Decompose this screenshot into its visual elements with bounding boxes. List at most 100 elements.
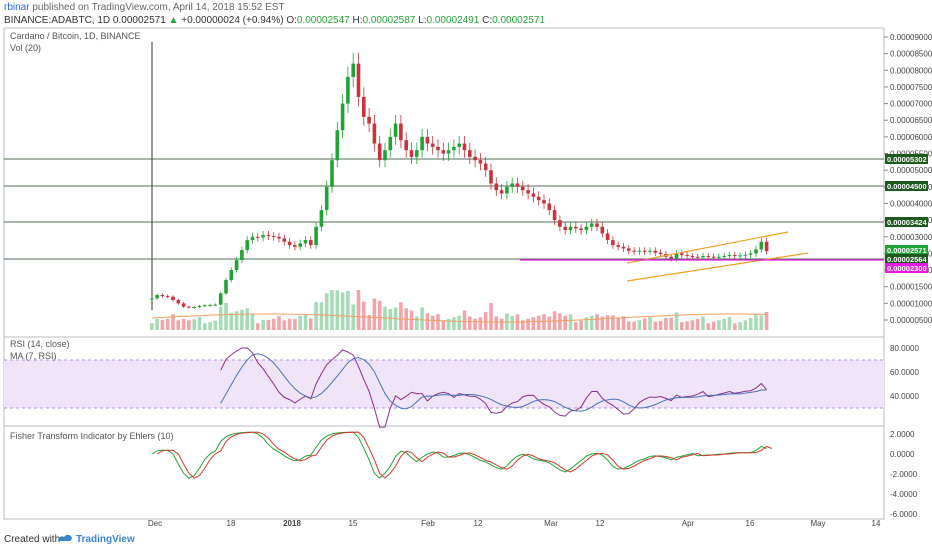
volume-bar [208, 322, 212, 330]
volume-bar [743, 320, 748, 330]
chart-canvas[interactable]: 0.00009000 0.00008500 0.00008000 0.00007500… [0, 0, 932, 528]
candle-body [680, 253, 684, 256]
candle-body [324, 186, 329, 211]
channel-upper-trendline[interactable] [626, 231, 789, 264]
price-tick-label: 0.00007000 [890, 100, 932, 109]
volume-bar [627, 321, 631, 330]
volume-bar [452, 317, 456, 330]
candle-body [653, 250, 658, 253]
candle-body [271, 236, 276, 238]
candle-body [632, 250, 636, 252]
volume-bar [738, 322, 742, 330]
volume-bar [293, 319, 297, 330]
candle-body [748, 253, 753, 255]
candle-body [674, 253, 679, 259]
candle-body [722, 256, 726, 258]
candle-body [224, 280, 228, 294]
time-axis-labels: Dec 18 2018 15 Feb 12 Mar 12 Apr 16 May 14 [148, 519, 881, 528]
volume-bar [346, 291, 350, 330]
candle-body [690, 256, 695, 258]
time-axis-label: 15 [349, 519, 358, 528]
candle-body [430, 143, 435, 147]
candle-body [526, 190, 530, 194]
volume-bar [330, 290, 334, 330]
candle-body [473, 156, 477, 161]
candle-body [181, 303, 186, 307]
volume-bar [547, 316, 552, 330]
volume-bar [727, 316, 732, 330]
price-tick-label: 0.00004000 [890, 199, 932, 208]
candle-body [425, 136, 430, 144]
channel-lower-trendline[interactable] [626, 252, 809, 282]
volume-bar [701, 316, 705, 330]
candle-body [303, 240, 308, 244]
volume-bar [674, 312, 679, 330]
candle-body [277, 236, 281, 239]
candle-body [409, 150, 414, 157]
volume-bar [309, 318, 313, 330]
volume-bar [536, 315, 541, 330]
volume-bar [319, 302, 324, 330]
volume-bar [261, 319, 265, 330]
published-text: published on TradingView.com, April 14, … [32, 2, 285, 13]
volume-bar [499, 318, 504, 330]
candle-body [319, 210, 324, 227]
price-tick-label: 0.00003000 [890, 233, 932, 242]
candle-body [420, 136, 424, 151]
publish-info: rbinar published on TradingView.com, Apr… [4, 2, 285, 13]
low-label: L: [418, 15, 427, 26]
created-with-text: Created with [4, 534, 61, 545]
candle-body [568, 226, 573, 231]
fisher-tick-label: -6.0000 [890, 510, 918, 519]
candle-body [187, 306, 191, 308]
volume-bar [616, 317, 620, 330]
volume-bar [595, 314, 599, 330]
fisher-tick-label: 2.0000 [890, 430, 915, 439]
volume-bar [542, 314, 546, 330]
candle-body [478, 160, 483, 164]
price-tick-label: 0.00007500 [890, 83, 932, 92]
volume-bar [171, 314, 175, 330]
candle-body [695, 256, 700, 258]
volume-bar [425, 313, 430, 330]
candle-body [393, 123, 398, 137]
volume-bar [563, 315, 567, 330]
volume-bar [457, 315, 461, 330]
volume-bar [303, 314, 308, 330]
candle-body [218, 293, 223, 305]
volume-bar [494, 316, 499, 330]
volume-bar [351, 304, 355, 330]
volume-bar [150, 323, 154, 330]
volume-bar [192, 319, 196, 330]
candle-body [335, 130, 340, 161]
candle-body [468, 150, 472, 157]
volume-bars [150, 290, 769, 330]
candle-body [754, 249, 758, 254]
candle-body [658, 252, 663, 255]
candle-body [176, 300, 181, 304]
volume-bar [531, 317, 536, 330]
volume-bar [521, 320, 525, 330]
footer: Created with TradingView [0, 528, 932, 550]
candle-body [399, 123, 403, 141]
volume-bar [483, 312, 488, 330]
price-tick-label: 0.00005000 [890, 166, 932, 175]
volume-bar [489, 303, 493, 330]
volume-bar [420, 307, 424, 330]
volume-bar [669, 317, 673, 330]
volume-bar [621, 316, 626, 330]
candle-body [330, 160, 334, 187]
volume-bar [510, 315, 514, 330]
candle-body [160, 295, 165, 297]
volume-bar [372, 298, 377, 330]
candle-body [505, 186, 509, 194]
price-tick-label: 0.00008000 [890, 66, 932, 75]
author-link[interactable]: rbinar [4, 2, 30, 13]
price-badge [885, 154, 928, 164]
volume-bar [462, 310, 467, 330]
volume-bar [441, 320, 446, 330]
candle-body [600, 226, 605, 234]
tradingview-brand[interactable]: TradingView [76, 534, 135, 545]
candle-body [208, 305, 212, 307]
candle-body [266, 235, 271, 237]
